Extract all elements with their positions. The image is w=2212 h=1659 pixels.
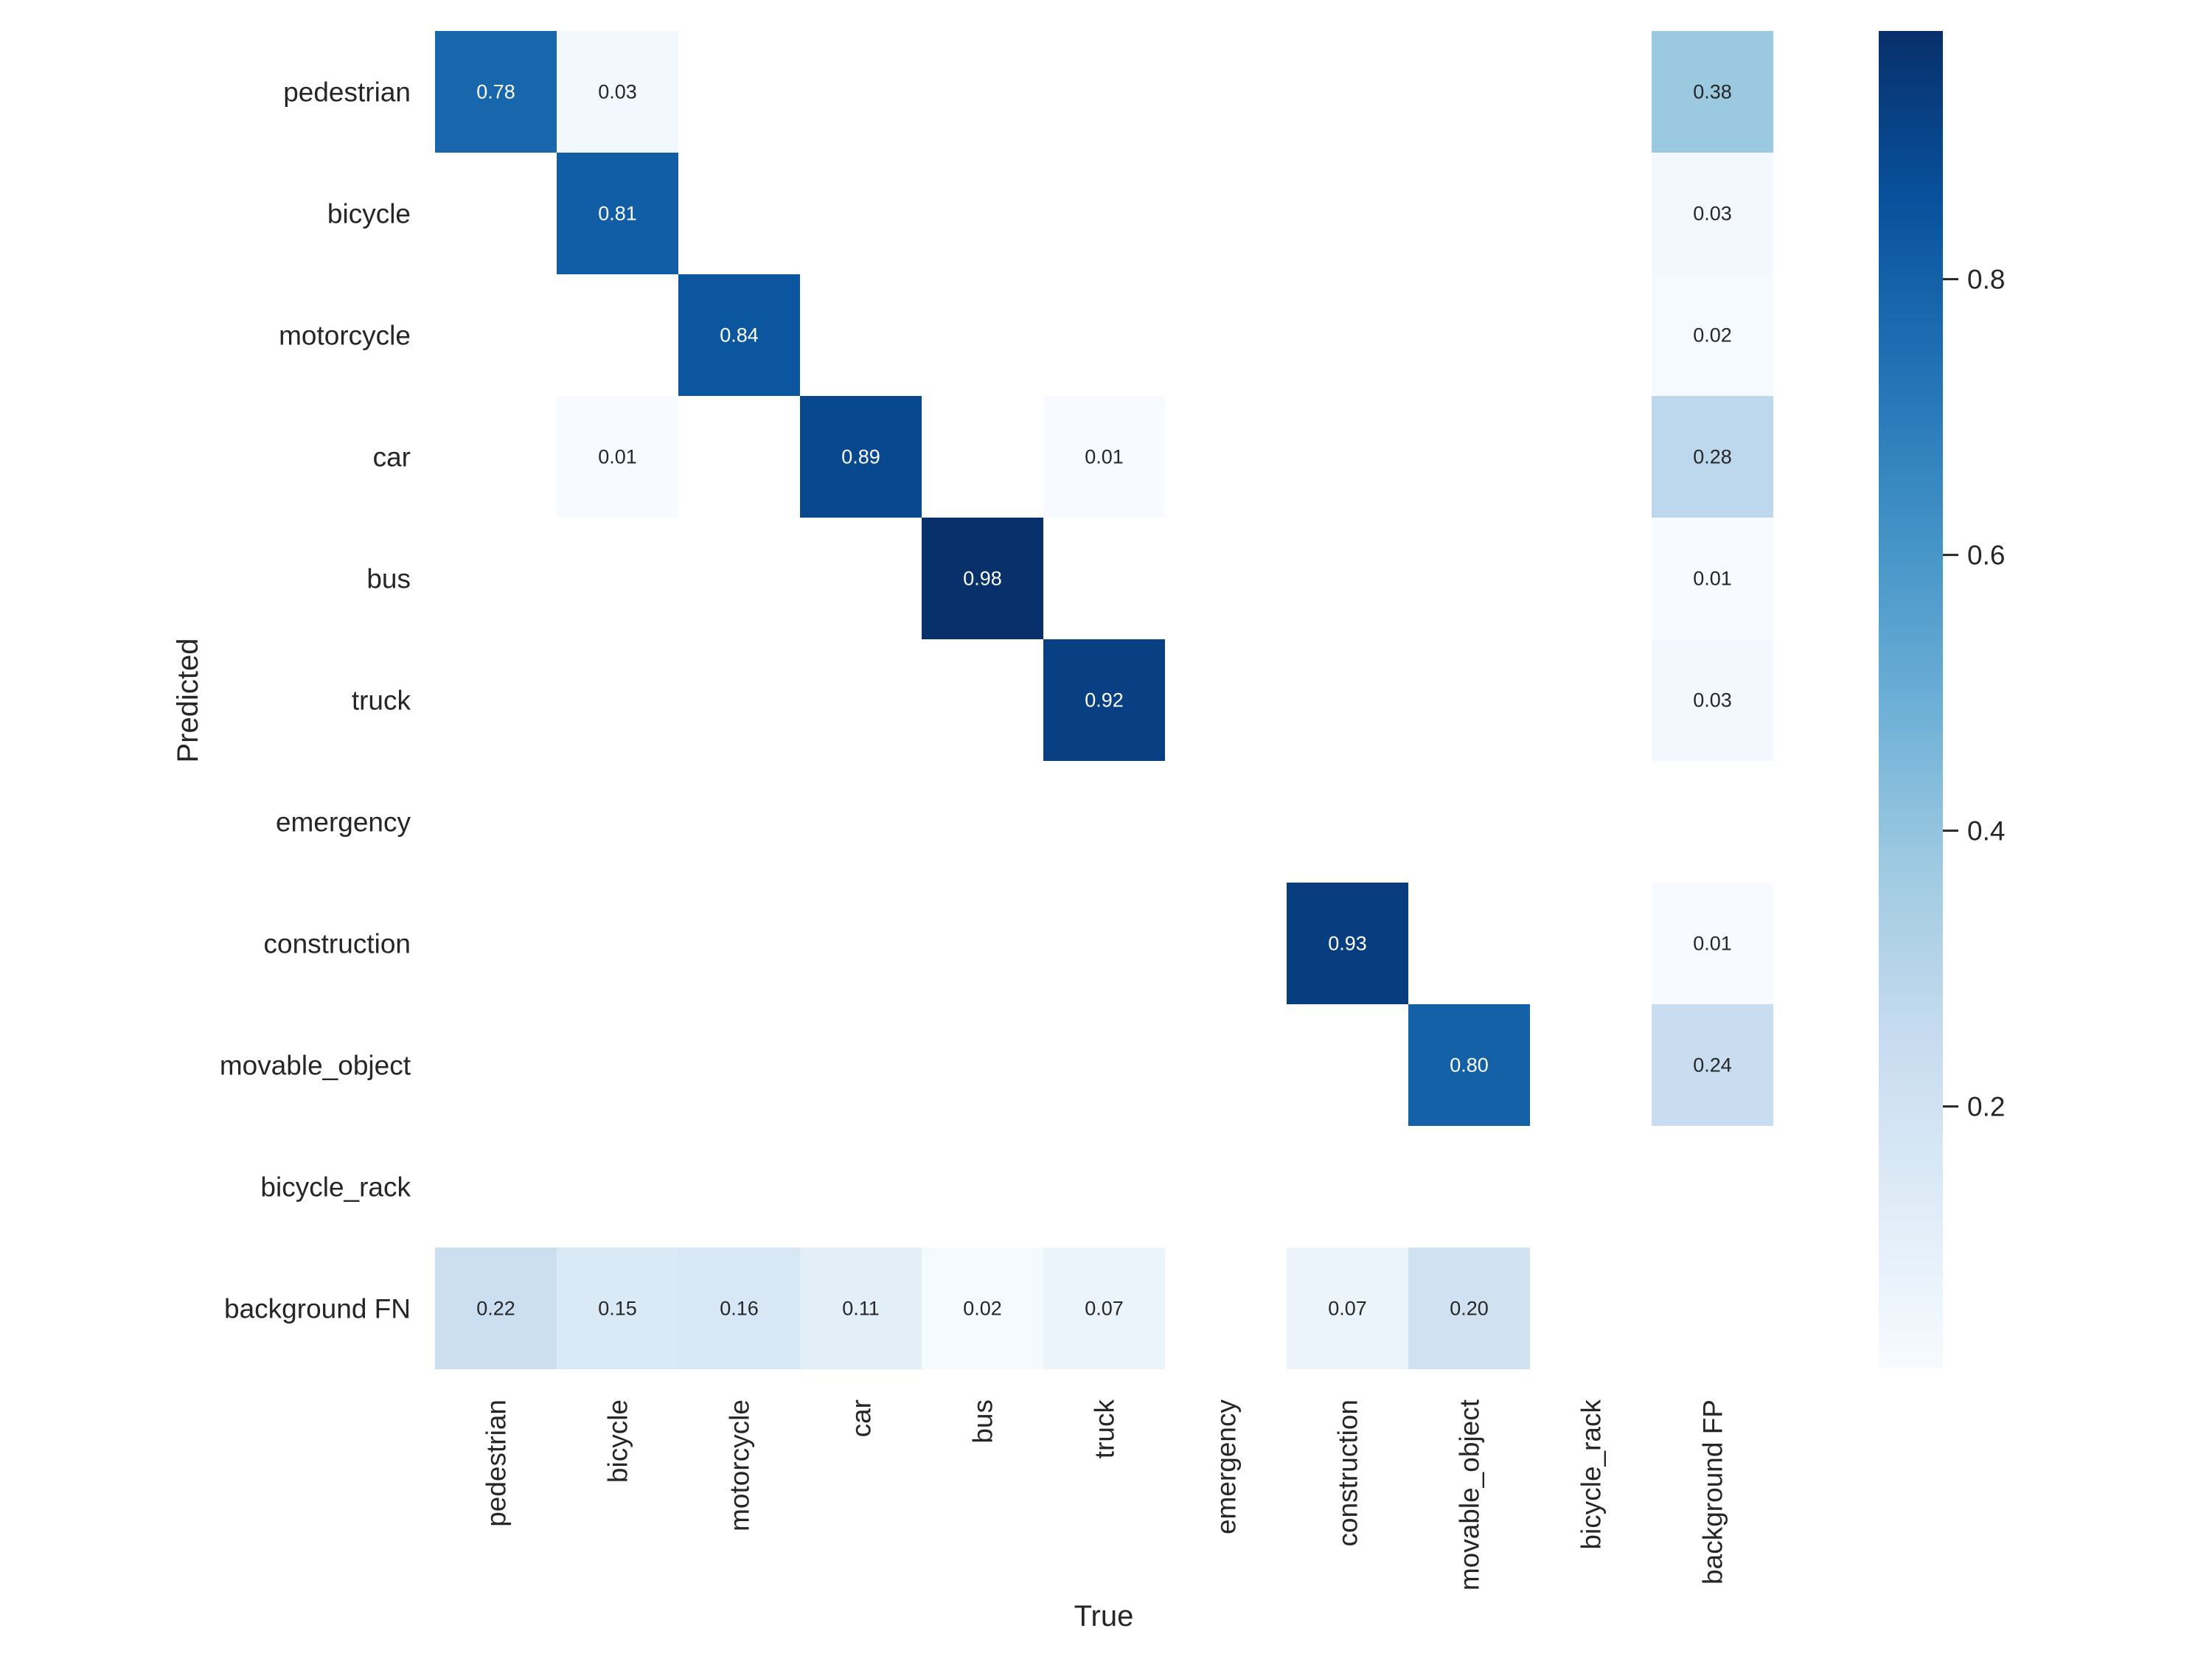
heatmap-cell <box>1408 1248 1530 1369</box>
x-tick-labels: pedestrian bicycle motorcycle car bus truck em… <box>481 1399 1728 1590</box>
x-tick-label: bicycle_rack <box>1576 1399 1607 1550</box>
cell-value-label: 0.02 <box>963 1298 1002 1320</box>
heatmap-cell <box>922 1248 1043 1369</box>
cell-value-label: 0.92 <box>1085 689 1124 712</box>
heatmap-cell <box>1652 1004 1773 1126</box>
colorbar <box>1879 31 1943 1368</box>
heatmap-cell <box>1652 396 1773 518</box>
x-tick-label: movable_object <box>1455 1399 1485 1590</box>
heatmap-cell <box>800 1248 922 1369</box>
cell-value-label: 0.03 <box>1693 689 1732 712</box>
cell-value-label: 0.93 <box>1328 933 1367 955</box>
cell-value-label: 0.89 <box>841 446 880 468</box>
cell-value-label: 0.03 <box>1693 203 1732 225</box>
cell-value-label: 0.16 <box>720 1298 759 1320</box>
y-tick-label: construction <box>264 929 411 959</box>
cell-value-label: 0.01 <box>1693 933 1732 955</box>
cell-value-label: 0.22 <box>476 1298 515 1320</box>
x-tick-label: motorcycle <box>725 1399 755 1531</box>
heatmap-cell <box>557 1248 678 1369</box>
y-tick-label: motorcycle <box>279 321 411 351</box>
heatmap-cell <box>1408 1004 1530 1126</box>
heatmap-cell <box>1652 31 1773 153</box>
heatmap-cell <box>678 1248 800 1369</box>
cell-value-label: 0.98 <box>963 568 1002 590</box>
y-tick-label: bus <box>366 564 411 594</box>
cell-value-label: 0.20 <box>1450 1298 1489 1320</box>
cell-value-label: 0.28 <box>1693 446 1732 468</box>
x-tick-label: emergency <box>1211 1399 1242 1535</box>
colorbar-tick-label: 0.2 <box>1967 1092 2005 1122</box>
heatmap-cell <box>1652 883 1773 1004</box>
cell-value-label: 0.80 <box>1450 1054 1489 1077</box>
cell-value-label: 0.84 <box>720 324 759 347</box>
colorbar-tick-label: 0.4 <box>1967 816 2005 846</box>
colorbar-ticks: 0.2 0.4 0.6 0.8 <box>1943 265 2005 1122</box>
cell-value-label: 0.03 <box>598 81 637 103</box>
x-tick-label: construction <box>1333 1399 1363 1547</box>
cell-value-label: 0.02 <box>1693 324 1732 347</box>
heatmap-cell <box>1652 274 1773 396</box>
x-tick-label: car <box>846 1399 877 1437</box>
heatmap-cell <box>557 153 678 274</box>
y-tick-label: emergency <box>276 807 411 838</box>
x-tick-label: truck <box>1090 1399 1120 1459</box>
cell-value-label: 0.01 <box>1085 446 1124 468</box>
x-tick-label: background FP <box>1698 1399 1728 1585</box>
y-tick-label: bicycle <box>327 199 411 229</box>
colorbar-tick-label: 0.8 <box>1967 265 2005 295</box>
heatmap-cell <box>800 396 922 518</box>
x-tick-label: bicycle <box>603 1399 633 1483</box>
cell-value-label: 0.11 <box>842 1298 880 1320</box>
heatmap-cell <box>1043 396 1165 518</box>
y-tick-label: background FN <box>224 1294 411 1324</box>
heatmap-cell <box>1652 153 1773 274</box>
x-axis-label: True <box>1074 1600 1134 1632</box>
y-tick-label: car <box>373 442 411 473</box>
heatmap-cell <box>1043 639 1165 761</box>
heatmap-cell <box>1287 883 1408 1004</box>
heatmap-cell <box>557 31 678 153</box>
cell-value-label: 0.01 <box>598 446 637 468</box>
y-tick-label: pedestrian <box>283 77 411 108</box>
y-tick-label: bicycle_rack <box>260 1172 411 1203</box>
y-tick-label: movable_object <box>220 1051 411 1081</box>
heatmap-cell <box>1043 1248 1165 1369</box>
heatmap-cell <box>1287 1248 1408 1369</box>
cell-value-label: 0.81 <box>598 203 637 225</box>
heatmap-cell <box>1652 518 1773 639</box>
heatmap-cell <box>435 1248 557 1369</box>
cell-value-label: 0.01 <box>1693 568 1732 590</box>
cell-value-label: 0.38 <box>1693 81 1732 103</box>
colorbar-tick-label: 0.6 <box>1967 540 2005 571</box>
cell-value-label: 0.15 <box>598 1298 637 1320</box>
y-axis-label: Predicted <box>172 639 204 763</box>
y-tick-label: truck <box>352 686 411 716</box>
heatmap-cell <box>435 31 557 153</box>
cell-value-label: 0.24 <box>1693 1054 1732 1077</box>
x-tick-label: pedestrian <box>481 1399 512 1527</box>
cell-value-label: 0.07 <box>1085 1298 1124 1320</box>
cell-value-label: 0.78 <box>476 81 515 103</box>
heatmap-cell <box>922 518 1043 639</box>
y-tick-labels: pedestrian bicycle motorcycle car bus truck em… <box>220 77 411 1324</box>
x-tick-label: bus <box>968 1399 998 1444</box>
heatmap-cells: 0.78 0.03 0.38 0.81 0.03 0.84 0.02 0.01 0.89 0.01… <box>435 31 1773 1369</box>
heatmap-cell <box>678 274 800 396</box>
heatmap-cell <box>557 396 678 518</box>
heatmap-cell <box>1652 639 1773 761</box>
cell-value-label: 0.07 <box>1328 1298 1367 1320</box>
